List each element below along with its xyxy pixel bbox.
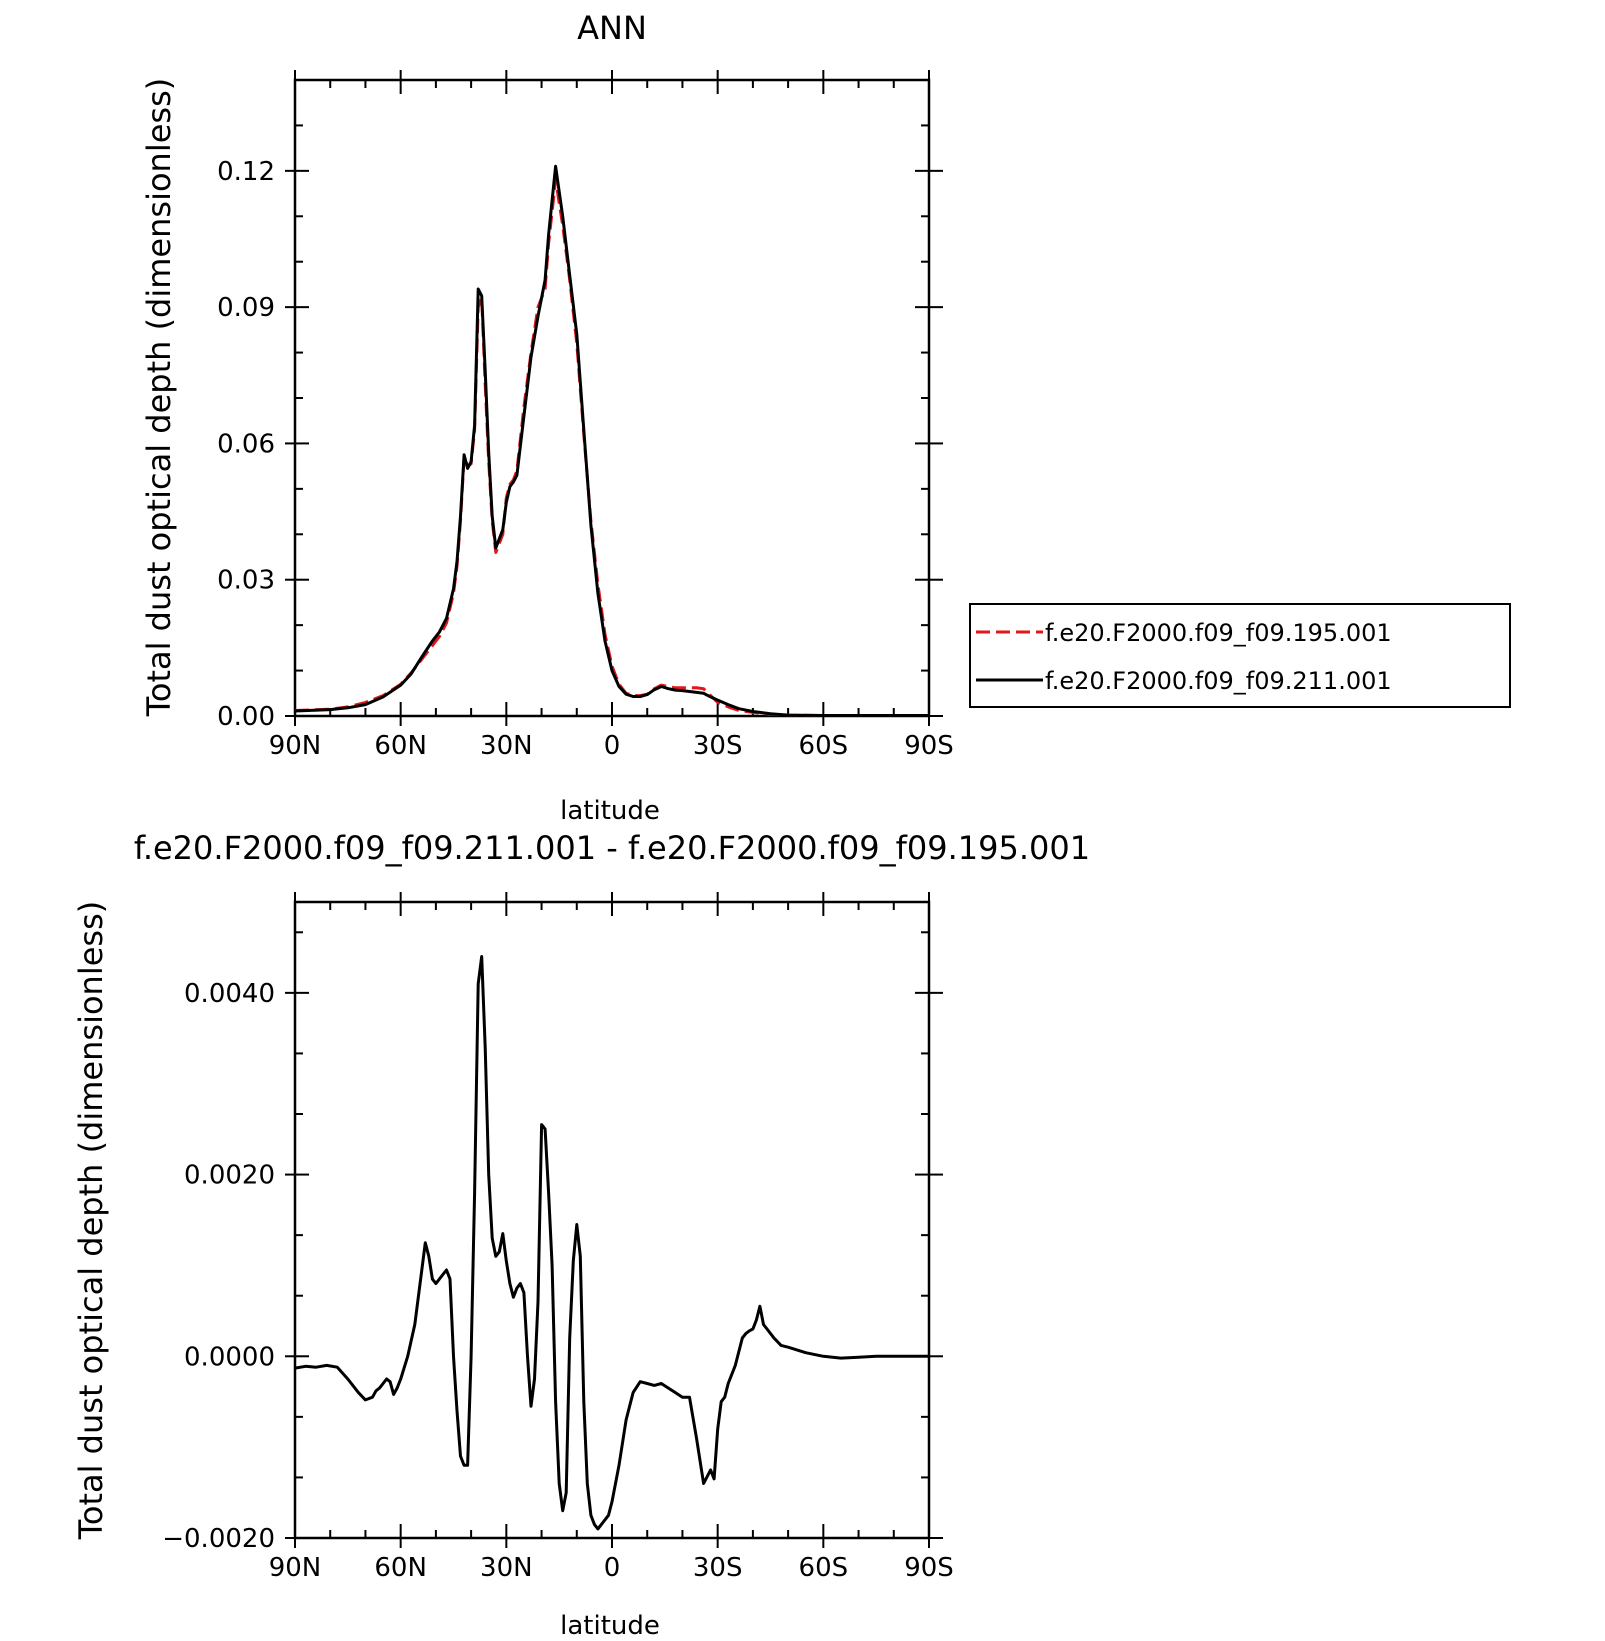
x-tick-label: 30S (693, 731, 743, 761)
bottom-x-axis-label: latitude (560, 1611, 660, 1641)
y-tick-label: 0.12 (217, 157, 275, 187)
legend-label-195: f.e20.F2000.f09_f09.195.001 (1045, 619, 1392, 647)
y-tick-label: 0.06 (217, 429, 275, 459)
legend-box (969, 603, 1511, 708)
x-tick-label: 60S (799, 1553, 849, 1583)
x-tick-label: 0 (604, 731, 621, 761)
y-tick-label: 0.00 (217, 702, 275, 732)
plot-frame-0 (293, 78, 931, 718)
x-tick-label: 90N (269, 1553, 322, 1583)
x-tick-label: 30N (480, 1553, 533, 1583)
x-tick-label: 30N (480, 731, 533, 761)
y-tick-label: 0.03 (217, 566, 275, 596)
x-tick-label: 90S (904, 1553, 954, 1583)
bottom-chart: f.e20.F2000.f09_f09.211.001 - f.e20.F200… (72, 829, 1090, 1641)
x-tick-label: 60S (799, 731, 849, 761)
x-tick-label: 90S (904, 731, 954, 761)
x-tick-label: 60N (374, 1553, 427, 1583)
top-plot-area: 90N 60N 30N 0 30S 60S 90S 0.00 0.03 0.06 0.09 0.12 (217, 70, 954, 761)
bottom-chart-title: f.e20.F2000.f09_f09.211.001 - f.e20.F200… (134, 829, 1090, 867)
top-x-axis-label: latitude (560, 796, 660, 826)
y-tick-label: 0.0020 (184, 1161, 275, 1191)
legend: f.e20.F2000.f09_f09.195.001 f.e20.F2000.… (969, 603, 1511, 708)
top-chart-title: ANN (577, 9, 647, 47)
legend-label-211: f.e20.F2000.f09_f09.211.001 (1045, 667, 1392, 695)
x-tick-label: 60N (374, 731, 427, 761)
bottom-y-axis-label: Total dust optical depth (dimensionless) (72, 901, 110, 1540)
x-tick-label: 30S (693, 1553, 743, 1583)
bottom-plot-area: 90N 60N 30N 0 30S 60S 90S −0.0020 0.0000 0.0020 0.… (162, 892, 954, 1583)
series-line-0-1 (294, 164, 929, 717)
top-y-axis-label: Total dust optical depth (dimensionless) (140, 78, 178, 717)
y-tick-label: 0.09 (217, 293, 275, 323)
x-tick-label: 0 (604, 1553, 621, 1583)
y-tick-label: 0.0040 (184, 979, 275, 1009)
series-line-1-0 (294, 955, 929, 1531)
series-line-0-0 (294, 178, 929, 717)
x-tick-label: 90N (269, 731, 322, 761)
plot-frame-1 (293, 900, 931, 1540)
y-tick-label: −0.0020 (162, 1524, 275, 1554)
y-tick-label: 0.0000 (184, 1342, 275, 1372)
top-chart: ANN Total dust optical depth (dimensionl… (140, 9, 1511, 826)
